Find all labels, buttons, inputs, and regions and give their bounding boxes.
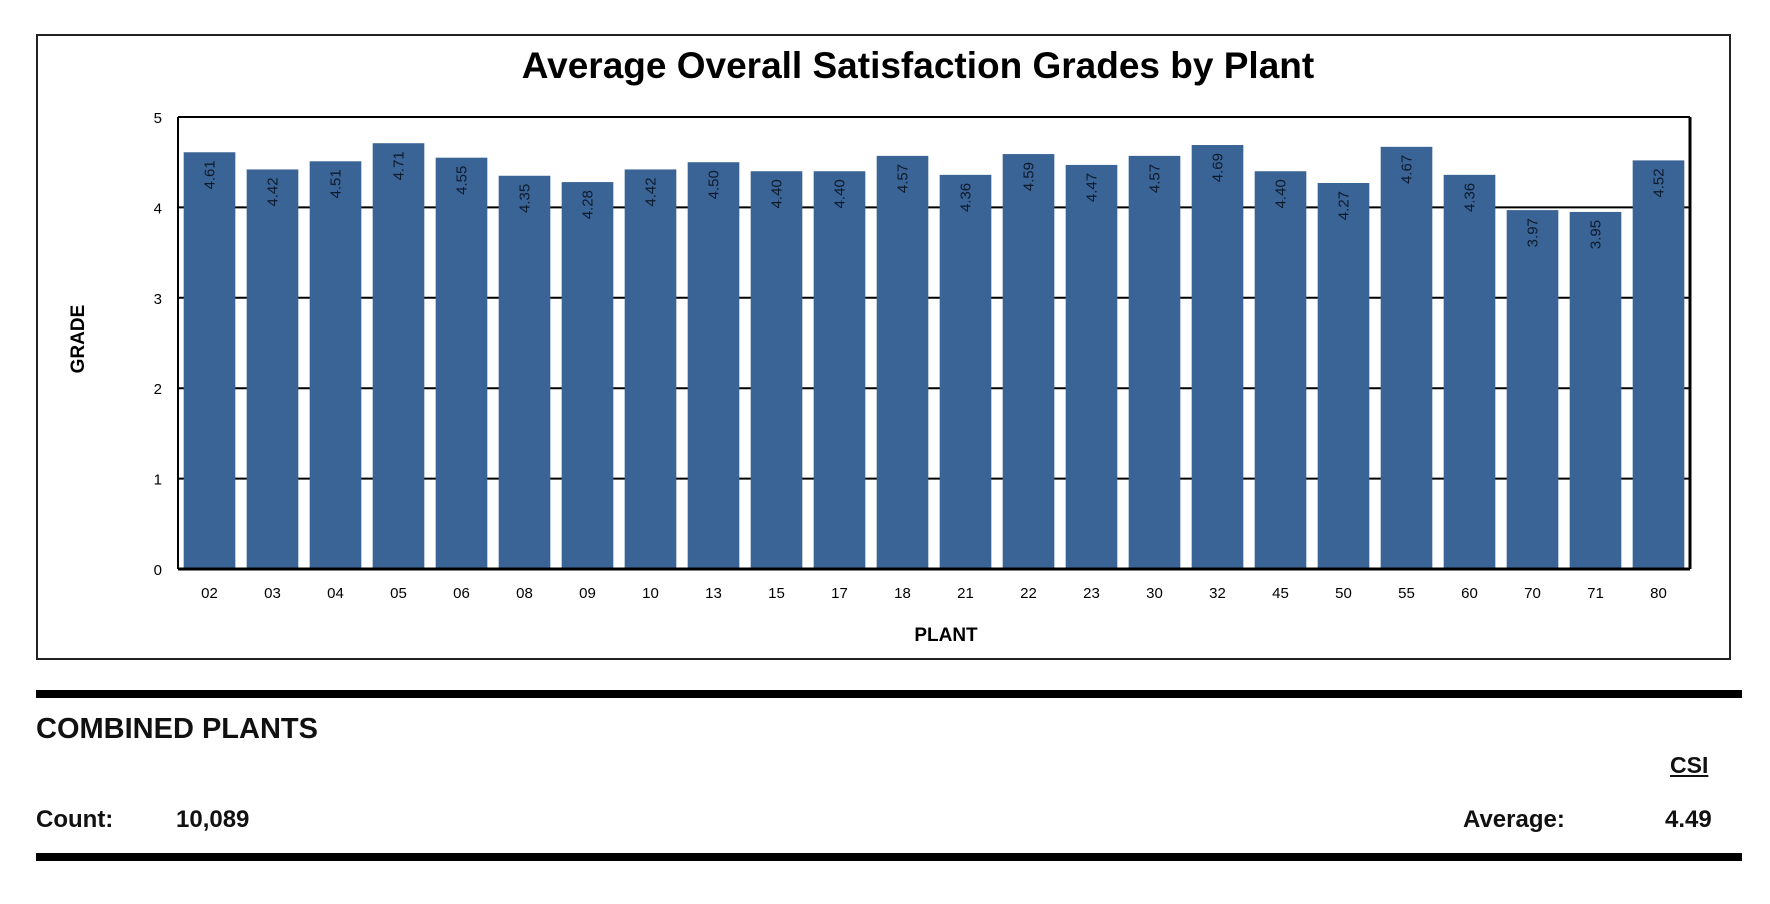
bar-value-label: 4.50 [706, 170, 723, 199]
x-tick-label: 09 [579, 585, 596, 602]
y-tick-label: 3 [154, 291, 162, 308]
bar-value-label: 4.36 [958, 183, 975, 212]
y-tick-label: 2 [154, 381, 162, 398]
x-tick-label: 60 [1461, 585, 1478, 602]
count-value: 10,089 [176, 806, 250, 833]
bar-value-label: 4.57 [895, 164, 912, 193]
divider-bottom [36, 853, 1742, 861]
x-tick-label: 80 [1650, 585, 1667, 602]
x-tick-label: 15 [768, 585, 785, 602]
bar-60 [1443, 174, 1496, 569]
bar-value-label: 4.47 [1084, 173, 1101, 202]
bar-value-label: 4.69 [1210, 153, 1227, 182]
bar-value-label: 4.42 [643, 177, 660, 206]
bar-45 [1254, 171, 1307, 570]
bar-09 [561, 182, 614, 569]
x-tick-label: 45 [1272, 585, 1289, 602]
x-tick-label: 71 [1587, 585, 1604, 602]
x-tick-label: 55 [1398, 585, 1415, 602]
bar-value-label: 4.57 [1147, 164, 1164, 193]
chart-container: Average Overall Satisfaction Grades by P… [36, 34, 1731, 660]
x-tick-label: 23 [1083, 585, 1100, 602]
bar-70 [1506, 210, 1559, 569]
bar-71 [1569, 211, 1622, 570]
x-tick-label: 03 [264, 585, 281, 602]
bar-value-label: 4.28 [580, 190, 597, 219]
bar-value-label: 4.35 [517, 184, 534, 213]
y-tick-label: 1 [154, 472, 162, 489]
x-tick-label: 10 [642, 585, 659, 602]
bar-08 [498, 175, 551, 569]
bar-value-label: 4.71 [391, 151, 408, 180]
bar-chart: Average Overall Satisfaction Grades by P… [68, 45, 1692, 646]
bar-13 [687, 162, 740, 569]
csi-heading: CSI [1670, 752, 1709, 778]
bar-03 [246, 169, 299, 569]
bar-04 [309, 161, 362, 569]
average-value: 4.49 [1665, 806, 1712, 833]
bar-value-label: 4.59 [1021, 162, 1038, 191]
bar-18 [876, 155, 929, 569]
x-tick-label: 06 [453, 585, 470, 602]
count-label: Count: [36, 806, 114, 833]
x-tick-label: 17 [831, 585, 848, 602]
x-tick-label: 05 [390, 585, 407, 602]
bar-value-label: 4.42 [265, 177, 282, 206]
bar-value-label: 4.40 [769, 179, 786, 208]
x-axis-label: PLANT [914, 625, 978, 646]
bar-32 [1191, 145, 1244, 570]
x-tick-label: 04 [327, 585, 344, 602]
x-tick-label: 32 [1209, 585, 1226, 602]
x-tick-label: 21 [957, 585, 974, 602]
bar-55 [1380, 146, 1433, 569]
bar-02 [183, 152, 236, 570]
combined-plants-heading: COMBINED PLANTS [36, 713, 318, 745]
bar-50 [1317, 182, 1370, 569]
bar-22 [1002, 154, 1055, 569]
x-tick-label: 13 [705, 585, 722, 602]
bar-value-label: 4.51 [328, 169, 345, 198]
bar-value-label: 4.67 [1399, 155, 1416, 184]
x-tick-label: 50 [1335, 585, 1352, 602]
bar-30 [1128, 155, 1181, 569]
bar-value-label: 4.52 [1651, 168, 1668, 197]
bar-value-label: 3.97 [1525, 218, 1542, 247]
bar-value-label: 4.40 [832, 179, 849, 208]
bar-23 [1065, 164, 1118, 570]
bar-value-label: 4.61 [202, 160, 219, 189]
average-label: Average: [1463, 806, 1565, 833]
bar-80 [1632, 160, 1685, 569]
bar-value-label: 3.95 [1588, 220, 1605, 249]
x-tick-label: 02 [201, 585, 218, 602]
x-tick-label: 08 [516, 585, 533, 602]
bar-value-label: 4.55 [454, 166, 471, 195]
bar-05 [372, 143, 425, 569]
bar-10 [624, 169, 677, 569]
divider-top [36, 690, 1742, 698]
bar-17 [813, 171, 866, 570]
y-axis-label: GRADE [68, 305, 89, 374]
x-tick-label: 30 [1146, 585, 1163, 602]
x-tick-label: 70 [1524, 585, 1541, 602]
y-tick-label: 0 [154, 562, 162, 579]
x-tick-label: 22 [1020, 585, 1037, 602]
y-tick-label: 4 [154, 200, 162, 217]
bar-value-label: 4.40 [1273, 179, 1290, 208]
x-tick-label: 18 [894, 585, 911, 602]
bar-value-label: 4.27 [1336, 191, 1353, 220]
y-tick-label: 5 [154, 110, 162, 127]
chart-title: Average Overall Satisfaction Grades by P… [522, 45, 1314, 86]
bar-value-label: 4.36 [1462, 183, 1479, 212]
bar-15 [750, 171, 803, 570]
bar-06 [435, 157, 488, 569]
bar-21 [939, 174, 992, 569]
